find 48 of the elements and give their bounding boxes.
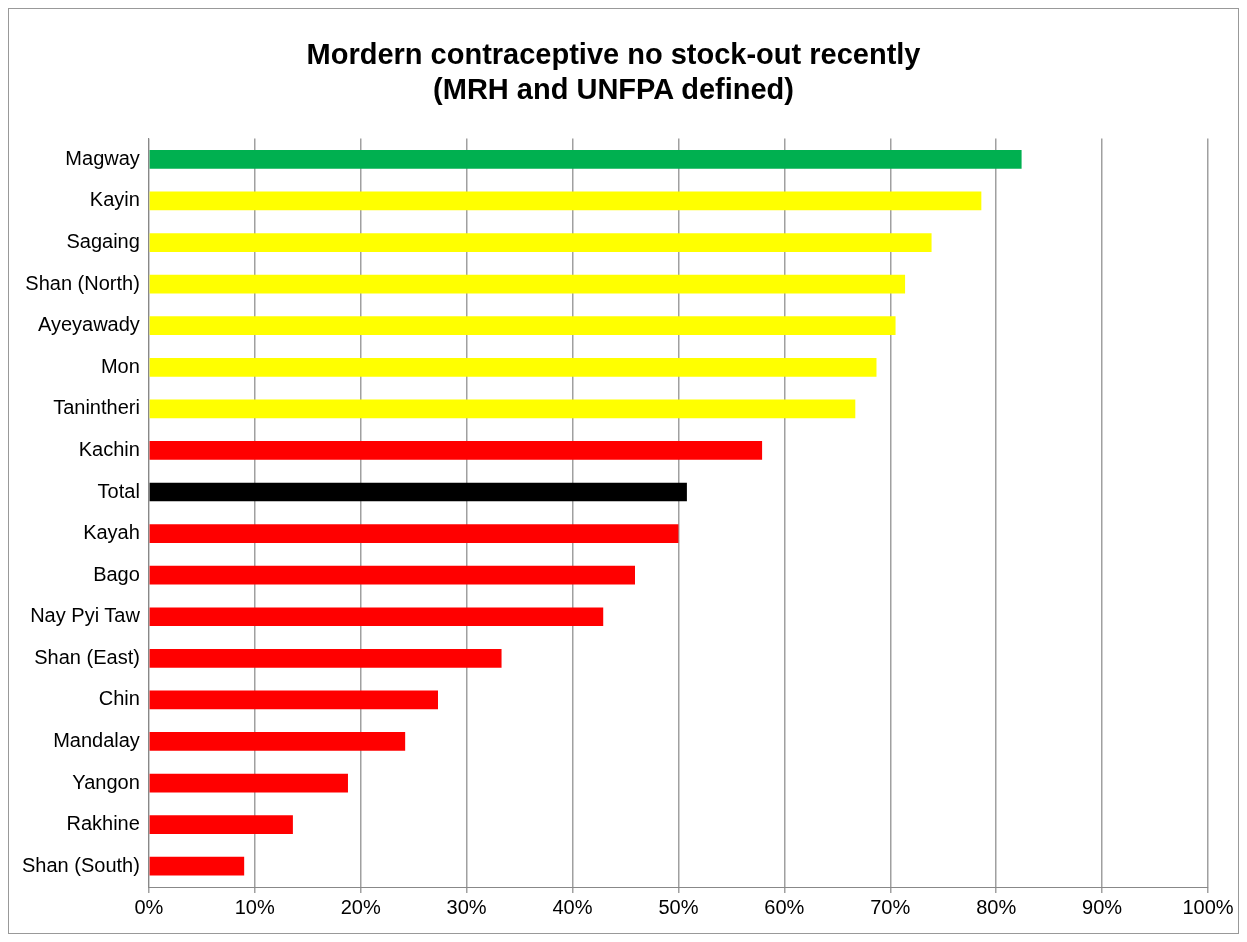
bar bbox=[149, 565, 635, 585]
bar bbox=[149, 233, 932, 252]
x-tick-label: 90% bbox=[1082, 895, 1123, 918]
y-tick-label: Yangon bbox=[72, 770, 140, 793]
y-tick-label: Ayeyawady bbox=[37, 313, 140, 336]
y-tick-label: Bago bbox=[93, 562, 140, 585]
x-tick-label: 30% bbox=[446, 895, 487, 918]
bar bbox=[149, 607, 604, 627]
x-tick-label: 80% bbox=[976, 895, 1017, 918]
chart-title: Mordern contraceptive no stock-out recently (MRH and UNFPA defined) bbox=[306, 38, 921, 106]
x-tick-label: 50% bbox=[658, 895, 699, 918]
x-tick-label: 0% bbox=[134, 895, 164, 918]
x-tick-label: 20% bbox=[340, 895, 381, 918]
y-tick-label: Chin bbox=[98, 687, 140, 710]
y-tick-label: Tanintheri bbox=[53, 396, 140, 419]
bar bbox=[149, 856, 245, 876]
bar bbox=[149, 191, 982, 211]
x-tick-label: 40% bbox=[552, 895, 593, 918]
y-tick-label: Total bbox=[97, 479, 140, 502]
x-tick-label: 70% bbox=[870, 895, 911, 918]
y-tick-label: Shan (East) bbox=[34, 645, 140, 668]
y-tick-label: Kayah bbox=[83, 521, 140, 544]
y-tick-label: Rakhine bbox=[66, 812, 140, 835]
bar bbox=[149, 316, 896, 336]
bar bbox=[149, 815, 293, 834]
y-tick-label: Kayin bbox=[89, 188, 140, 211]
x-tick-label: 10% bbox=[234, 895, 275, 918]
bar bbox=[149, 357, 877, 377]
bar bbox=[149, 732, 406, 751]
bar bbox=[149, 524, 679, 543]
y-tick-label: Magway bbox=[65, 146, 140, 169]
bar bbox=[149, 690, 438, 710]
bar bbox=[149, 399, 856, 419]
y-tick-label: Sagaing bbox=[66, 230, 140, 253]
x-tick-label: 60% bbox=[764, 895, 805, 918]
y-tick-label: Kachin bbox=[78, 437, 140, 460]
y-tick-label: Nay Pyi Taw bbox=[30, 604, 141, 627]
bar bbox=[149, 150, 1022, 169]
y-tick-label: Mandalay bbox=[53, 728, 140, 751]
bar bbox=[149, 648, 502, 668]
y-tick-label: Shan (North) bbox=[25, 271, 140, 294]
bar bbox=[149, 773, 348, 793]
bar bbox=[149, 274, 906, 294]
bar bbox=[149, 482, 687, 502]
bar bbox=[149, 441, 763, 460]
y-tick-label: Shan (South) bbox=[21, 853, 140, 876]
x-tick-label: 100% bbox=[1182, 895, 1234, 918]
y-tick-label: Mon bbox=[100, 354, 140, 377]
